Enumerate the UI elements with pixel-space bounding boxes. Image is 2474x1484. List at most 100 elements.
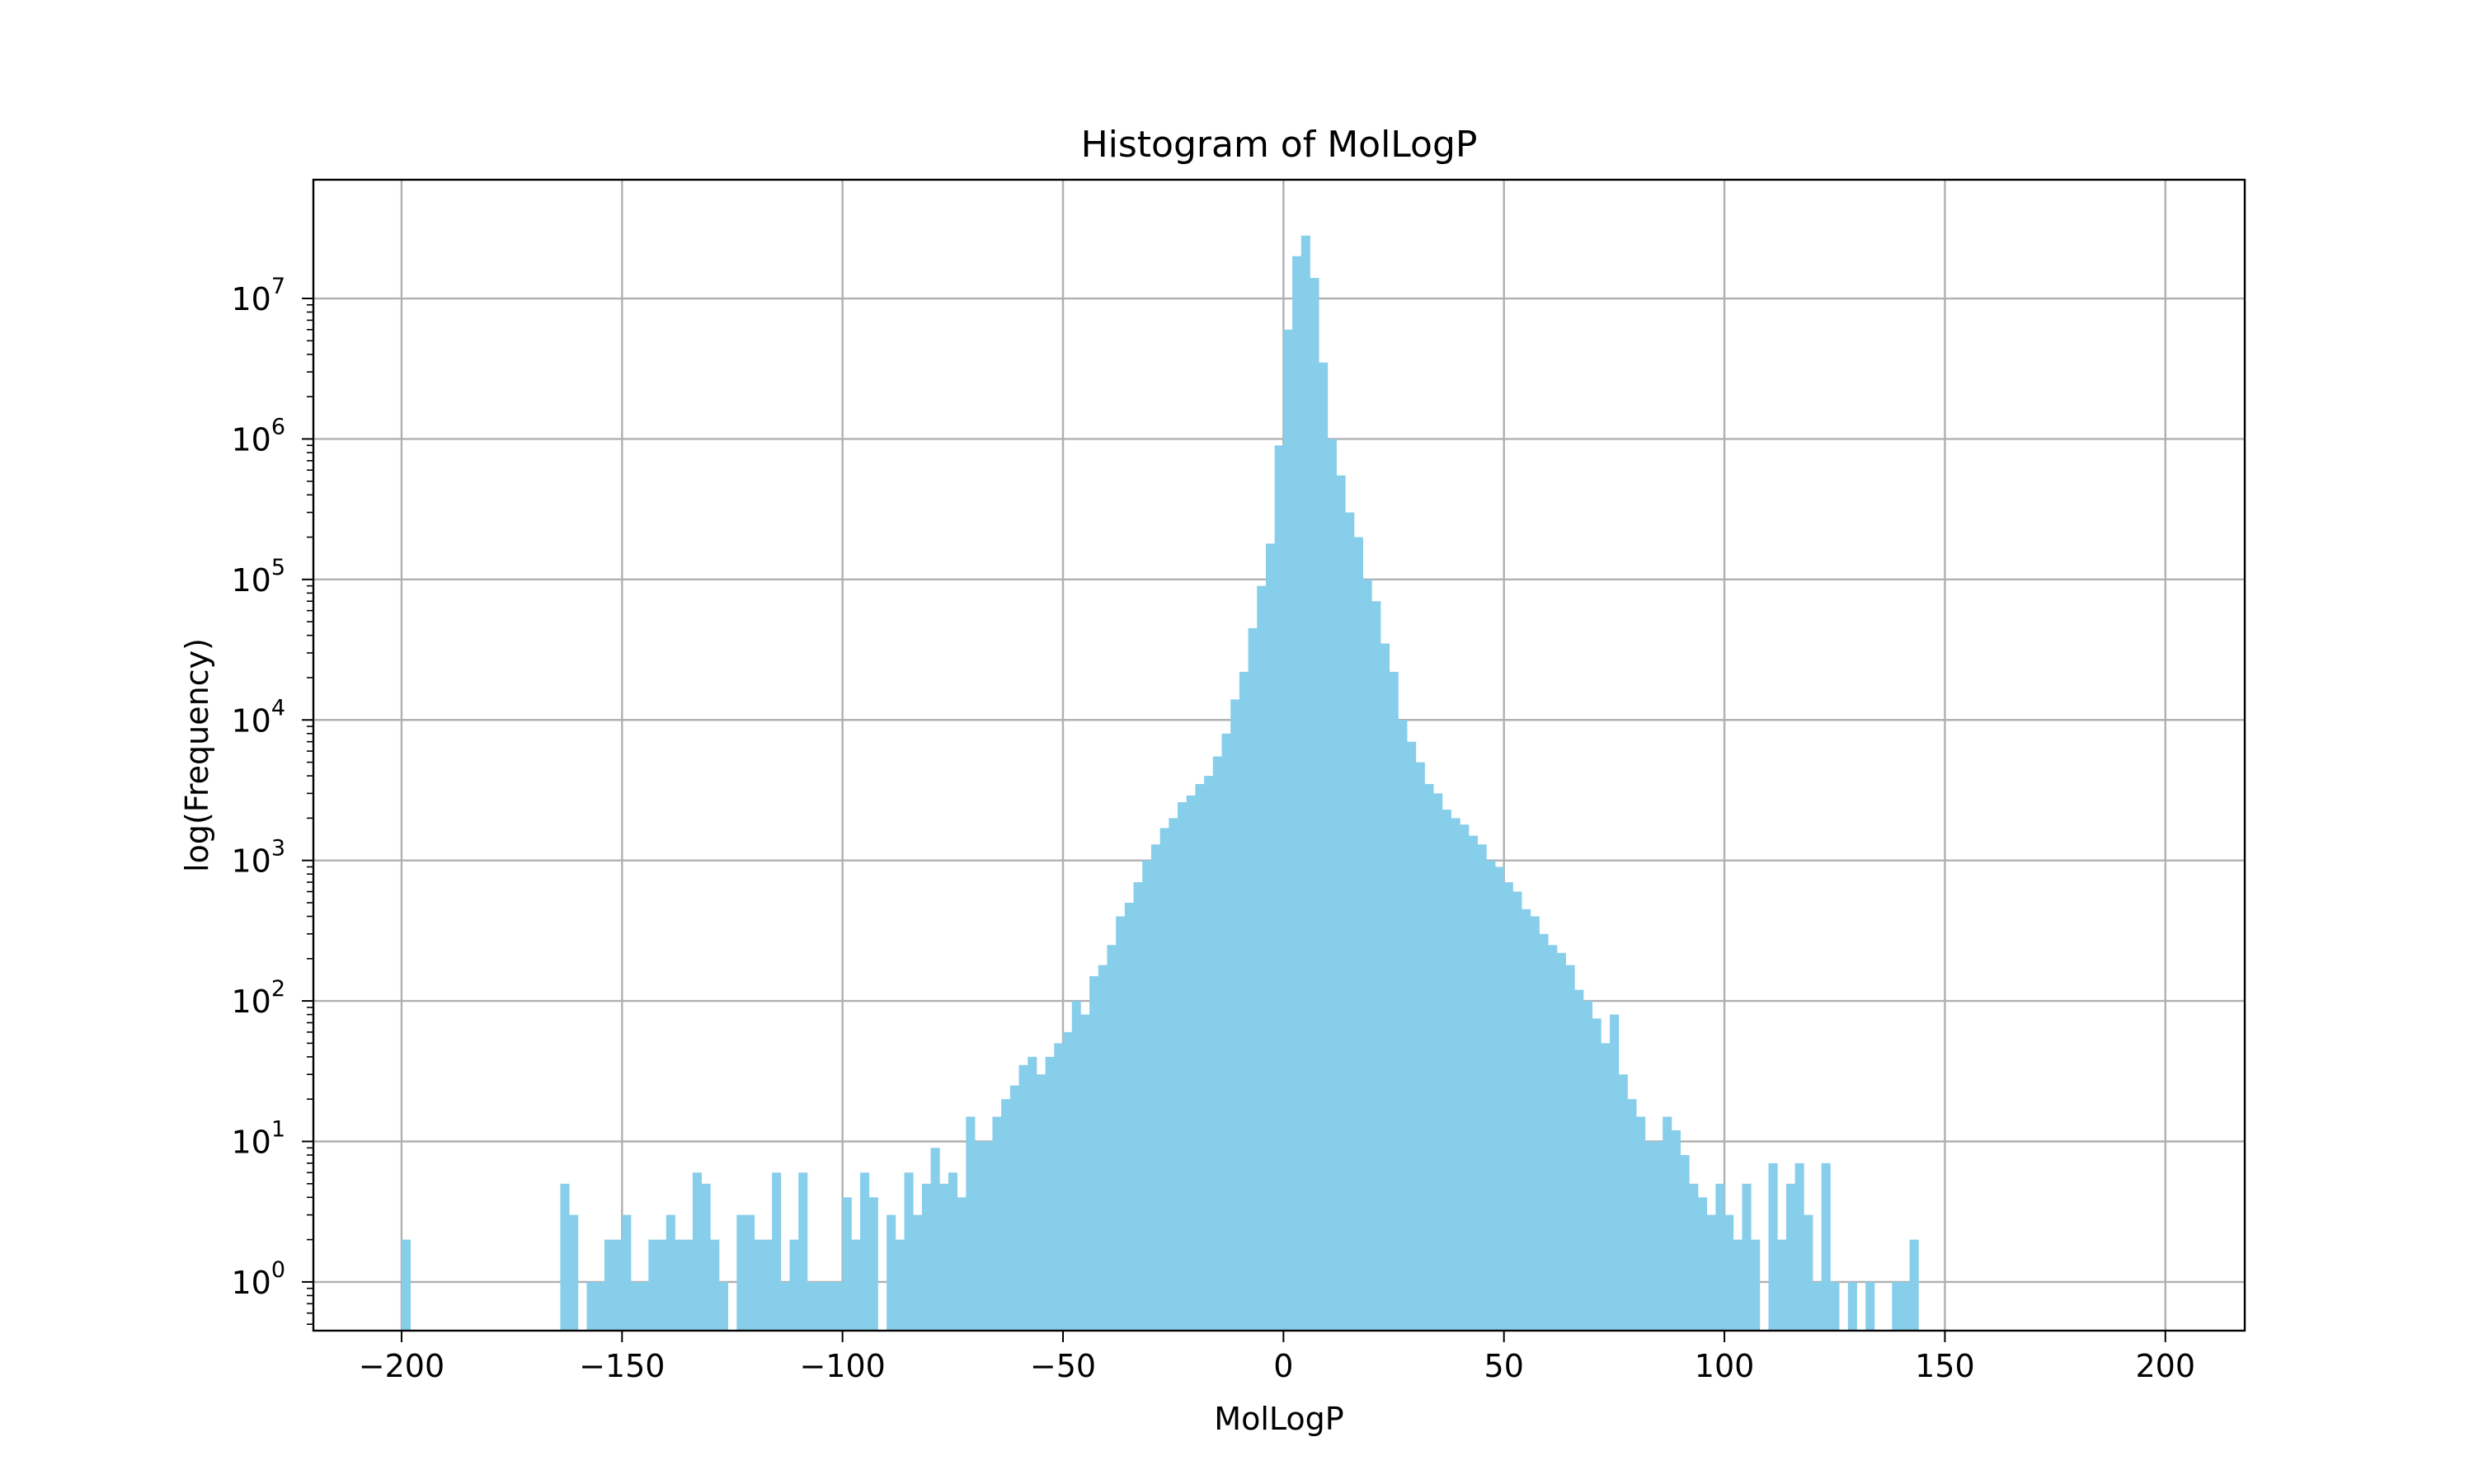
histogram-bar (798, 1172, 808, 1331)
y-tick-label: 106 (231, 414, 285, 458)
histogram-bar (560, 1183, 570, 1331)
histogram-bar (1680, 1155, 1690, 1331)
histogram-bar (569, 1214, 579, 1331)
histogram-bar (930, 1148, 940, 1331)
histogram-bar (1195, 783, 1205, 1331)
histogram-bar (1327, 439, 1337, 1331)
y-tick-label: 105 (231, 555, 285, 599)
plot-frame (312, 178, 2246, 1332)
histogram-bar (1618, 1074, 1628, 1331)
histogram-bar (1539, 933, 1549, 1331)
histogram-bar (622, 1214, 632, 1331)
x-tick-label: −50 (1030, 1348, 1096, 1384)
histogram-bar (851, 1239, 861, 1331)
x-tick-label: 150 (1915, 1348, 1975, 1384)
histogram-bar (1133, 882, 1143, 1331)
histogram-bar (1336, 475, 1346, 1331)
histogram-bar (1292, 256, 1302, 1331)
histogram-bar (763, 1239, 773, 1331)
histogram-bar (939, 1183, 949, 1331)
histogram-bar (1530, 916, 1540, 1331)
histogram-bar (860, 1172, 870, 1331)
histogram-bar (1706, 1214, 1716, 1331)
histogram-bar (825, 1281, 835, 1331)
histogram-bar (1865, 1281, 1875, 1331)
histogram-bar (1697, 1197, 1708, 1331)
histogram-bar (666, 1214, 675, 1331)
histogram-bar (1821, 1162, 1831, 1331)
histogram-bar (1239, 671, 1249, 1331)
histogram-bar (1380, 643, 1390, 1331)
histogram-bar (1142, 860, 1152, 1331)
histogram-bar (1212, 756, 1222, 1331)
histogram-bar (1495, 866, 1505, 1331)
x-tick-label: 50 (1484, 1348, 1524, 1384)
histogram-bar (604, 1239, 614, 1331)
histogram-bar (966, 1116, 976, 1331)
histogram-bar (1592, 1018, 1602, 1331)
histogram-bar (675, 1239, 684, 1331)
histogram-bar (1653, 1141, 1663, 1331)
histogram-bar (833, 1281, 844, 1331)
histogram-bar (1107, 945, 1117, 1331)
histogram-bar (1503, 882, 1513, 1331)
histogram-bar (1415, 762, 1425, 1331)
histogram-bar (1265, 543, 1276, 1331)
x-tick-label: −150 (579, 1348, 665, 1384)
histogram-bar (948, 1172, 958, 1331)
histogram-bar (1847, 1281, 1857, 1331)
histogram-bar (1345, 512, 1355, 1331)
histogram-bar (639, 1281, 649, 1331)
histogram-bar (921, 1183, 931, 1331)
histogram-bar (1512, 891, 1522, 1331)
histogram-bar (1768, 1162, 1778, 1331)
histogram-bar (1116, 916, 1126, 1331)
histogram-bar (1733, 1239, 1743, 1331)
histogram-bar (1565, 965, 1575, 1331)
histogram-bar (710, 1239, 720, 1331)
y-tick-label: 101 (231, 1116, 285, 1160)
histogram-bar (1080, 1014, 1090, 1331)
histogram-bar (1300, 235, 1310, 1331)
histogram-bar (895, 1239, 905, 1331)
x-tick-label: 100 (1695, 1348, 1755, 1384)
histogram-bar (1169, 818, 1178, 1331)
histogram-bar (613, 1239, 623, 1331)
histogram-bar (630, 1281, 641, 1331)
histogram-bar (1785, 1183, 1796, 1331)
histogram-bar (1001, 1099, 1011, 1331)
histogram-bar (807, 1281, 816, 1331)
histogram-bar (1812, 1281, 1823, 1331)
histogram-bar (1671, 1129, 1681, 1331)
histogram-bar (992, 1116, 1002, 1331)
histogram-bar (1794, 1162, 1804, 1331)
x-axis-label: MolLogP (1214, 1401, 1343, 1437)
y-axis-label: log(Frequency) (179, 638, 215, 872)
histogram-bar (1398, 720, 1408, 1331)
y-tick-label: 102 (231, 976, 285, 1020)
histogram-bar (1460, 824, 1470, 1331)
histogram-bar (401, 1239, 412, 1331)
histogram-bar (789, 1239, 799, 1331)
histogram-bar (586, 1281, 596, 1331)
histogram-bar (754, 1239, 764, 1331)
histogram-bar (1424, 783, 1434, 1331)
histogram-bar (975, 1141, 985, 1331)
histogram-bar (1468, 835, 1479, 1331)
y-tick-label: 100 (231, 1257, 285, 1301)
y-tick-label: 103 (231, 836, 285, 880)
histogram-bar (957, 1197, 967, 1331)
histogram-bar (1009, 1085, 1019, 1331)
histogram-bar (1353, 537, 1363, 1331)
histogram-bar (1319, 362, 1329, 1331)
histogram-bar (657, 1239, 667, 1331)
histogram-bar (1477, 844, 1487, 1331)
x-tick-label: 200 (2135, 1348, 2195, 1384)
histogram-bar (745, 1214, 755, 1331)
histogram-bar (1028, 1056, 1037, 1331)
histogram-bar (1062, 1031, 1073, 1331)
histogram-bar (1777, 1239, 1787, 1331)
histogram-bar (887, 1214, 896, 1331)
histogram-bar (1522, 909, 1531, 1331)
